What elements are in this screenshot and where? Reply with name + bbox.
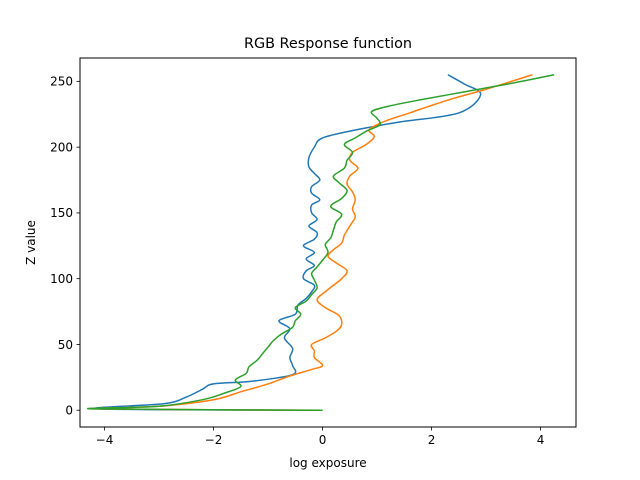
- plot-frame: [79, 57, 577, 428]
- series-line-3: [87, 74, 555, 411]
- series-line-1: [93, 74, 482, 411]
- series-line-2: [89, 74, 533, 411]
- y-tick-label: 200: [50, 140, 73, 154]
- y-tick-label: 0: [65, 404, 73, 418]
- x-axis: −4 −2 0 2 4: [96, 427, 545, 447]
- y-tick-label: 150: [50, 206, 73, 220]
- y-axis: 0 50 100 150 200 250: [50, 75, 80, 418]
- x-axis-label: log exposure: [289, 456, 366, 470]
- y-axis-label: Z value: [24, 220, 38, 265]
- x-tick-label: −2: [205, 433, 223, 447]
- y-tick-label: 50: [58, 338, 73, 352]
- x-tick-label: 2: [428, 433, 436, 447]
- y-tick-label: 100: [50, 272, 73, 286]
- chart-title: RGB Response function: [244, 36, 412, 52]
- x-tick-label: 4: [537, 433, 545, 447]
- x-tick-label: 0: [319, 433, 327, 447]
- x-tick-label: −4: [96, 433, 114, 447]
- series-layer: [87, 74, 555, 411]
- y-tick-label: 250: [50, 75, 73, 89]
